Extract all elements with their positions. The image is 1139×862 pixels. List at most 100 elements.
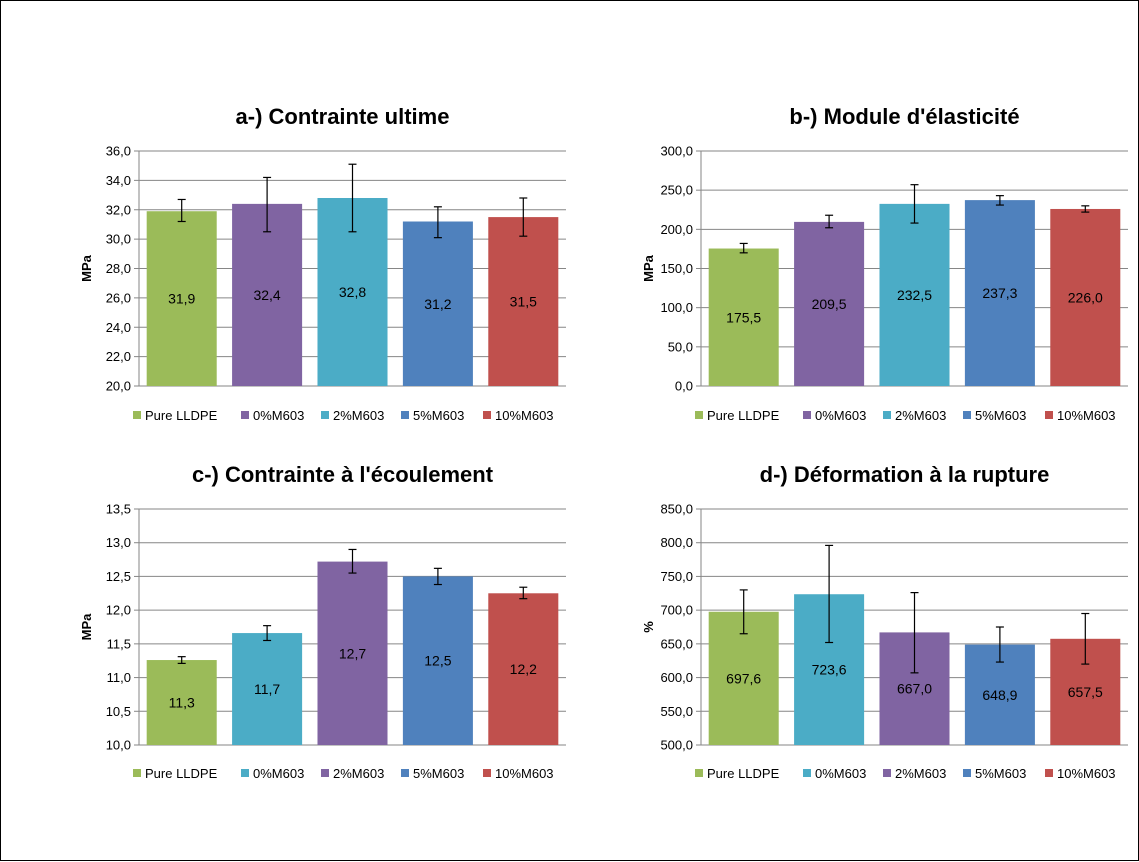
y-tick-label: 250,0 [660,183,693,198]
legend-swatch [321,411,329,419]
legend-entry: 0%M603 [253,408,304,423]
data-label: 657,5 [1068,684,1103,700]
y-tick-label: 50,0 [668,339,693,354]
y-tick-label: 13,5 [106,502,131,517]
legend-entry: 2%M603 [333,408,384,423]
bar [146,211,217,386]
data-label: 697,6 [726,670,761,686]
chart-3: d-) Déformation à la rupture 500,0 550,0 60… [641,462,1128,781]
legend-entry: 10%M603 [1057,408,1116,423]
y-axis-label: MPa [79,254,94,282]
legend-entry: 0%M603 [815,766,866,781]
y-axis-label: % [641,621,656,633]
legend-entry: 5%M603 [975,408,1026,423]
legend-swatch [241,769,249,777]
bar [402,576,473,745]
data-label: 667,0 [897,681,932,697]
legend-swatch [695,411,703,419]
legend-swatch [321,769,329,777]
data-label: 11,7 [254,681,280,697]
bar [1050,208,1121,386]
chart-title: a-) Contrainte ultime [236,104,450,129]
chart-title: b-) Module d'élasticité [789,104,1019,129]
legend-entry: Pure LLDPE [707,408,780,423]
legend-swatch [1045,411,1053,419]
y-tick-label: 100,0 [660,300,693,315]
legend-swatch [963,769,971,777]
bar [146,660,217,745]
data-label: 32,8 [339,284,366,300]
y-tick-label: 34,0 [106,173,131,188]
legend-entry: 2%M603 [895,766,946,781]
legend-entry: 0%M603 [253,766,304,781]
y-tick-label: 26,0 [106,290,131,305]
legend-swatch [883,411,891,419]
bar [879,203,950,386]
y-axis-label: MPa [641,254,656,282]
bar [794,221,865,386]
data-label: 11,3 [169,695,195,711]
y-tick-label: 750,0 [660,569,693,584]
y-tick-label: 20,0 [106,379,131,394]
legend-swatch [401,411,409,419]
legend-entry: 10%M603 [495,766,554,781]
y-tick-label: 22,0 [106,349,131,364]
y-tick-label: 36,0 [106,144,131,159]
chart-1: b-) Module d'élasticité 0,0 50,0 100,0 150,0… [641,104,1128,423]
y-tick-label: 850,0 [660,502,693,517]
y-tick-label: 550,0 [660,704,693,719]
data-label: 31,2 [424,296,451,312]
legend-swatch [483,411,491,419]
y-tick-label: 800,0 [660,535,693,550]
legend-swatch [803,769,811,777]
legend-swatch [483,769,491,777]
data-label: 209,5 [812,296,847,312]
legend-entry: 5%M603 [975,766,1026,781]
data-label: 31,9 [168,291,195,307]
y-tick-label: 200,0 [660,222,693,237]
chart-2: c-) Contrainte à l'écoulement 10,0 10,5 11,… [79,462,566,781]
y-tick-label: 32,0 [106,202,131,217]
y-tick-label: 10,0 [106,738,131,753]
legend-swatch [1045,769,1053,777]
y-tick-label: 150,0 [660,261,693,276]
data-label: 12,5 [424,653,451,669]
bar [488,593,559,745]
y-tick-label: 24,0 [106,320,131,335]
legend-swatch [963,411,971,419]
data-label: 723,6 [812,662,847,678]
y-tick-label: 12,5 [106,569,131,584]
data-label: 237,3 [982,285,1017,301]
legend-entry: Pure LLDPE [145,766,218,781]
chart-title: d-) Déformation à la rupture [760,462,1050,487]
legend-entry: 5%M603 [413,766,464,781]
legend-entry: 10%M603 [495,408,554,423]
legend-entry: 5%M603 [413,408,464,423]
bar [232,203,303,386]
y-tick-label: 700,0 [660,603,693,618]
chart-0: a-) Contrainte ultime 20,0 22,0 24,0 26,0 28,… [79,104,566,423]
bar [708,248,779,386]
bar [232,633,303,745]
y-tick-label: 650,0 [660,636,693,651]
legend-swatch [695,769,703,777]
legend-entry: 2%M603 [333,766,384,781]
legend-swatch [401,769,409,777]
y-tick-label: 28,0 [106,261,131,276]
y-tick-label: 0,0 [675,379,693,394]
y-tick-label: 500,0 [660,738,693,753]
y-tick-label: 13,0 [106,535,131,550]
data-label: 12,2 [510,661,537,677]
data-label: 648,9 [982,687,1017,703]
data-label: 32,4 [253,287,280,303]
y-tick-label: 12,0 [106,603,131,618]
data-label: 226,0 [1068,289,1103,305]
y-tick-label: 30,0 [106,232,131,247]
legend-swatch [133,411,141,419]
legend-swatch [883,769,891,777]
bar [317,561,388,745]
data-label: 232,5 [897,287,932,303]
y-axis-label: MPa [79,613,94,641]
legend-swatch [241,411,249,419]
